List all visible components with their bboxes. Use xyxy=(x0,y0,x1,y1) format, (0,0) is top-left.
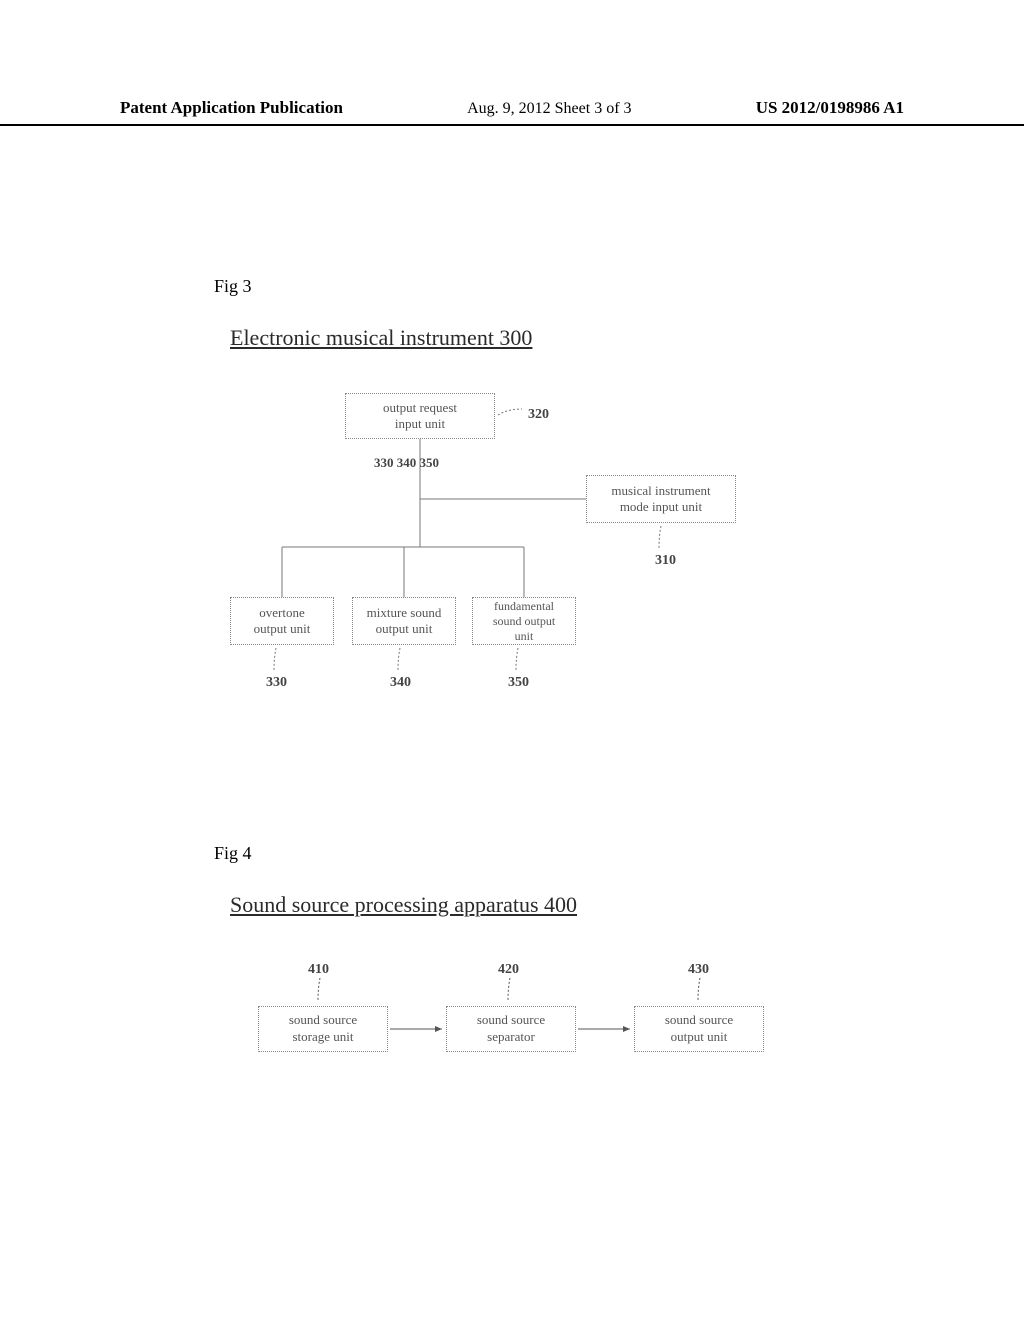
ref-320: 320 xyxy=(528,407,549,423)
fig3-label: Fig 3 xyxy=(214,276,1024,297)
sound-source-storage-unit-box: sound sourcestorage unit xyxy=(258,1006,388,1052)
overtone-output-unit-box: overtoneoutput unit xyxy=(230,597,334,645)
ref-330: 330 xyxy=(266,675,287,691)
output-request-input-unit-box: output requestinput unit xyxy=(345,393,495,439)
sound-source-output-unit-box: sound sourceoutput unit xyxy=(634,1006,764,1052)
fig3-title: Electronic musical instrument 300 xyxy=(230,325,1024,351)
fig4-title: Sound source processing apparatus 400 xyxy=(230,892,1024,918)
ref-310: 310 xyxy=(655,553,676,569)
header-center: Aug. 9, 2012 Sheet 3 of 3 xyxy=(467,100,631,118)
ref-350: 350 xyxy=(508,675,529,691)
fig4-label: Fig 4 xyxy=(214,843,1024,864)
header-left: Patent Application Publication xyxy=(120,98,343,118)
ref-330-340-350-row: 330 340 350 xyxy=(374,455,439,471)
ref-430: 430 xyxy=(688,962,709,978)
fig3-connectors xyxy=(218,393,838,713)
ref-410: 410 xyxy=(308,962,329,978)
musical-instrument-mode-input-unit-box: musical instrumentmode input unit xyxy=(586,475,736,523)
header-right: US 2012/0198986 A1 xyxy=(756,98,904,118)
fig3-diagram: output requestinput unit musical instrum… xyxy=(218,393,838,713)
sound-source-separator-box: sound sourceseparator xyxy=(446,1006,576,1052)
ref-420: 420 xyxy=(498,962,519,978)
fig4-diagram: 410 420 430 sound sourcestorage unit sou… xyxy=(258,962,818,1082)
page-header: Patent Application Publication Aug. 9, 2… xyxy=(0,0,1024,126)
mixture-sound-output-unit-box: mixture soundoutput unit xyxy=(352,597,456,645)
ref-340: 340 xyxy=(390,675,411,691)
fundamental-sound-output-unit-box: fundamentalsound outputunit xyxy=(472,597,576,645)
